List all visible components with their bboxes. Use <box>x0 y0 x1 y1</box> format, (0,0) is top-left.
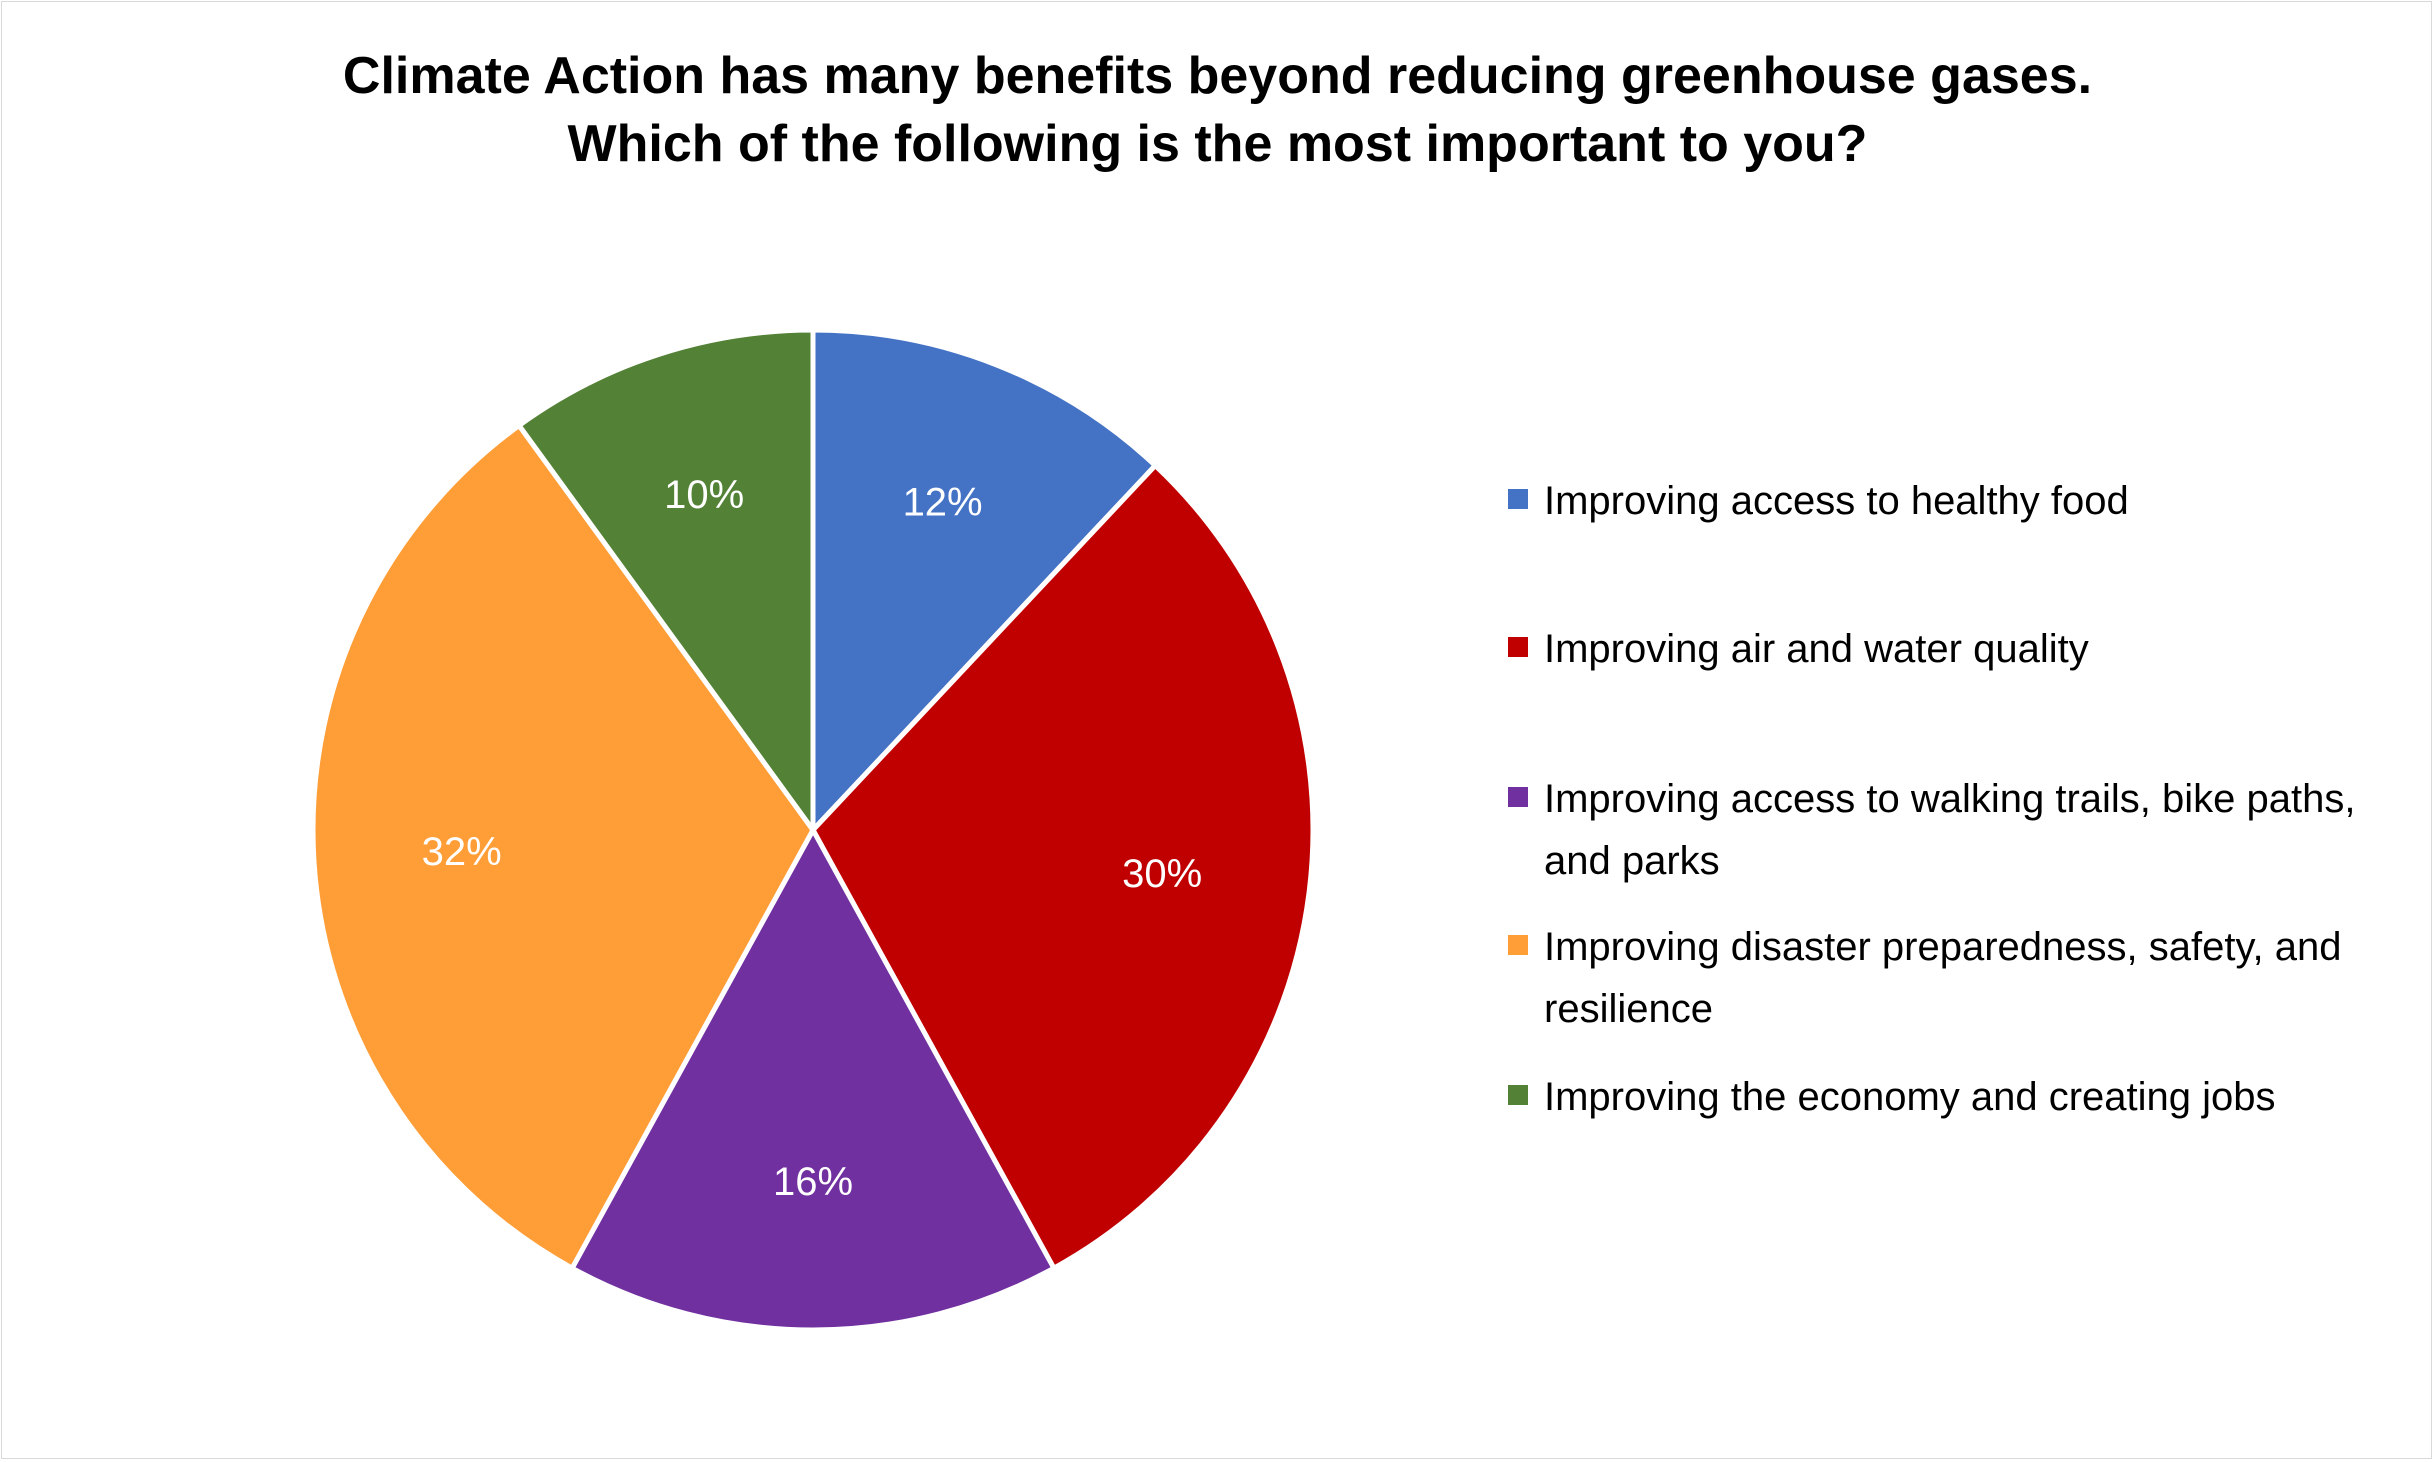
legend-label-air-water-quality: Improving air and water quality <box>1544 627 2089 671</box>
chart-title: Climate Action has many benefits beyond … <box>0 42 2435 178</box>
legend-swatch-healthy-food <box>1508 489 1528 509</box>
legend-item-economy-jobs: Improving the economy and creating jobs <box>1508 1066 2408 1128</box>
pie-slice-economy-jobs <box>516 327 816 833</box>
pie-slice-walking-trails <box>569 827 1057 1333</box>
data-label-walking-trails: 16% <box>773 1160 853 1204</box>
legend-item-disaster-preparedness: Improving disaster preparedness, safety,… <box>1508 916 2408 1040</box>
legend-item-healthy-food: Improving access to healthy food <box>1508 470 2408 532</box>
pie-slices <box>310 327 1316 1333</box>
legend-swatch-economy-jobs <box>1508 1085 1528 1105</box>
data-label-air-water-quality: 30% <box>1122 852 1202 896</box>
pie-slice-disaster-preparedness <box>310 422 816 1271</box>
legend-label-healthy-food: Improving access to healthy food <box>1544 479 2129 523</box>
chart-title-line-1: Climate Action has many benefits beyond … <box>342 47 2093 105</box>
data-label-healthy-food: 12% <box>903 481 983 525</box>
data-label-economy-jobs: 10% <box>664 473 744 517</box>
pie-slice-healthy-food <box>810 327 1158 833</box>
legend-item-air-water-quality: Improving air and water quality <box>1508 618 2408 680</box>
legend-swatch-walking-trails <box>1508 787 1528 807</box>
data-label-disaster-preparedness: 32% <box>422 830 502 874</box>
legend-label-economy-jobs: Improving the economy and creating jobs <box>1544 1075 2276 1119</box>
legend-item-walking-trails: Improving access to walking trails, bike… <box>1508 768 2408 892</box>
legend-label-disaster-preparedness: Improving disaster preparedness, safety,… <box>1544 925 2342 1031</box>
legend-swatch-air-water-quality <box>1508 637 1528 657</box>
chart-title-line-2: Which of the following is the most impor… <box>567 115 1868 173</box>
pie-slice-air-water-quality <box>810 463 1316 1271</box>
legend-swatch-disaster-preparedness <box>1508 935 1528 955</box>
legend-label-walking-trails: Improving access to walking trails, bike… <box>1544 777 2356 883</box>
pie-data-labels: 12% 30% 16% 32% 10% <box>422 473 1203 1204</box>
